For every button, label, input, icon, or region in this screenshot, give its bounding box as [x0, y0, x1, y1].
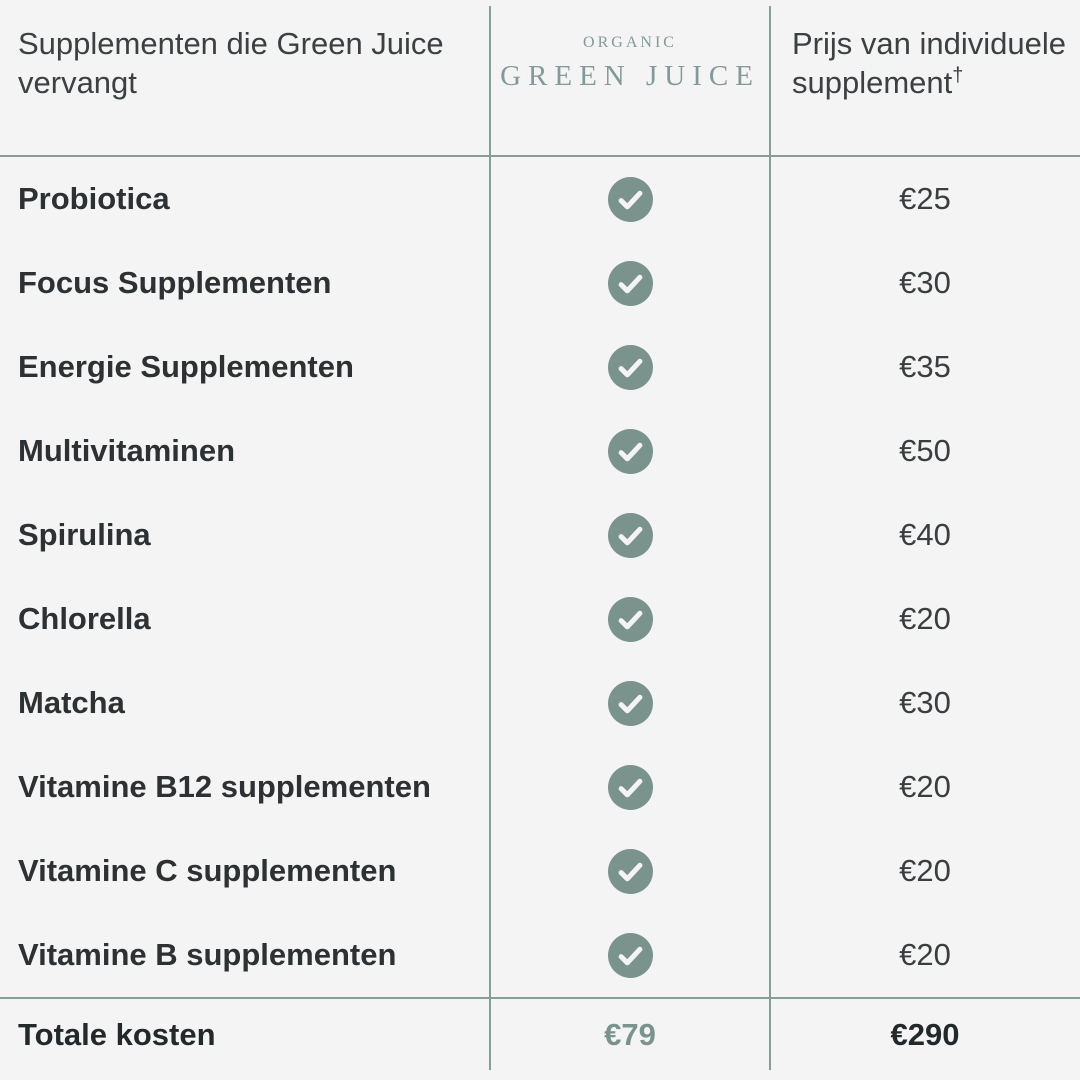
- logo-green-juice-text: GREEN JUICE: [500, 60, 760, 92]
- column-divider-left: [489, 6, 491, 1070]
- total-row: Totale kosten €79 €290: [0, 997, 1080, 1070]
- total-green-juice-price: €79: [604, 1016, 656, 1052]
- individual-price: €20: [899, 937, 951, 972]
- table-row: Focus Supplementen €30: [0, 241, 1080, 325]
- check-circle-icon: [607, 680, 653, 726]
- green-juice-check-cell: [490, 344, 770, 390]
- green-juice-check-cell: [490, 848, 770, 894]
- individual-price: €20: [899, 853, 951, 888]
- individual-price: €20: [899, 601, 951, 636]
- table-body: Probiotica €25 Focus Supplementen €30 En…: [0, 157, 1080, 997]
- green-juice-check-cell: [490, 512, 770, 558]
- supplement-name: Spirulina: [18, 517, 151, 552]
- table-row: Probiotica €25: [0, 157, 1080, 241]
- table-header-row: Supplementen die Green Juice vervangt OR…: [0, 0, 1080, 157]
- individual-price: €25: [899, 181, 951, 216]
- table-row: Chlorella €20: [0, 577, 1080, 661]
- check-circle-icon: [607, 260, 653, 306]
- individual-price: €30: [899, 265, 951, 300]
- header-supplements-line1: Supplementen die Green Juice: [18, 26, 444, 61]
- table-row: Energie Supplementen €35: [0, 325, 1080, 409]
- check-circle-icon: [607, 428, 653, 474]
- supplement-name: Multivitaminen: [18, 433, 236, 468]
- supplement-name: Vitamine B12 supplementen: [18, 769, 431, 804]
- check-circle-icon: [607, 764, 653, 810]
- header-supplements-column: Supplementen die Green Juice vervangt: [0, 0, 490, 102]
- individual-price: €20: [899, 769, 951, 804]
- table-row: Multivitaminen €50: [0, 409, 1080, 493]
- dagger-footnote-mark: †: [952, 64, 964, 87]
- green-juice-check-cell: [490, 260, 770, 306]
- check-circle-icon: [607, 512, 653, 558]
- supplement-name: Vitamine B supplementen: [18, 937, 397, 972]
- green-juice-check-cell: [490, 176, 770, 222]
- total-label: Totale kosten: [18, 1016, 216, 1052]
- green-juice-check-cell: [490, 764, 770, 810]
- green-juice-check-cell: [490, 932, 770, 978]
- logo-organic-text: ORGANIC: [583, 34, 677, 51]
- green-juice-logo: ORGANIC GREEN JUICE: [490, 0, 770, 93]
- check-circle-icon: [607, 176, 653, 222]
- total-individual-price: €290: [890, 1016, 960, 1052]
- table-row: Vitamine B supplementen €20: [0, 913, 1080, 997]
- green-juice-check-cell: [490, 596, 770, 642]
- header-price-line1: Prijs van individuele: [792, 26, 1066, 61]
- check-circle-icon: [607, 344, 653, 390]
- header-price-column: Prijs van individuele supplement†: [770, 0, 1080, 102]
- individual-price: €35: [899, 349, 951, 384]
- supplement-name: Matcha: [18, 685, 125, 720]
- supplement-name: Probiotica: [18, 181, 170, 216]
- column-divider-right: [769, 6, 771, 1070]
- check-circle-icon: [607, 932, 653, 978]
- check-circle-icon: [607, 848, 653, 894]
- header-supplements-line2: vervangt: [18, 65, 137, 100]
- table-row: Vitamine C supplementen €20: [0, 829, 1080, 913]
- individual-price: €40: [899, 517, 951, 552]
- header-price-line2: supplement†: [792, 64, 964, 100]
- supplement-name: Vitamine C supplementen: [18, 853, 397, 888]
- green-juice-check-cell: [490, 428, 770, 474]
- supplement-name: Chlorella: [18, 601, 151, 636]
- supplement-name: Energie Supplementen: [18, 349, 354, 384]
- check-circle-icon: [607, 596, 653, 642]
- green-juice-check-cell: [490, 680, 770, 726]
- individual-price: €30: [899, 685, 951, 720]
- individual-price: €50: [899, 433, 951, 468]
- table-row: Vitamine B12 supplementen €20: [0, 745, 1080, 829]
- table-row: Spirulina €40: [0, 493, 1080, 577]
- table-row: Matcha €30: [0, 661, 1080, 745]
- supplement-name: Focus Supplementen: [18, 265, 332, 300]
